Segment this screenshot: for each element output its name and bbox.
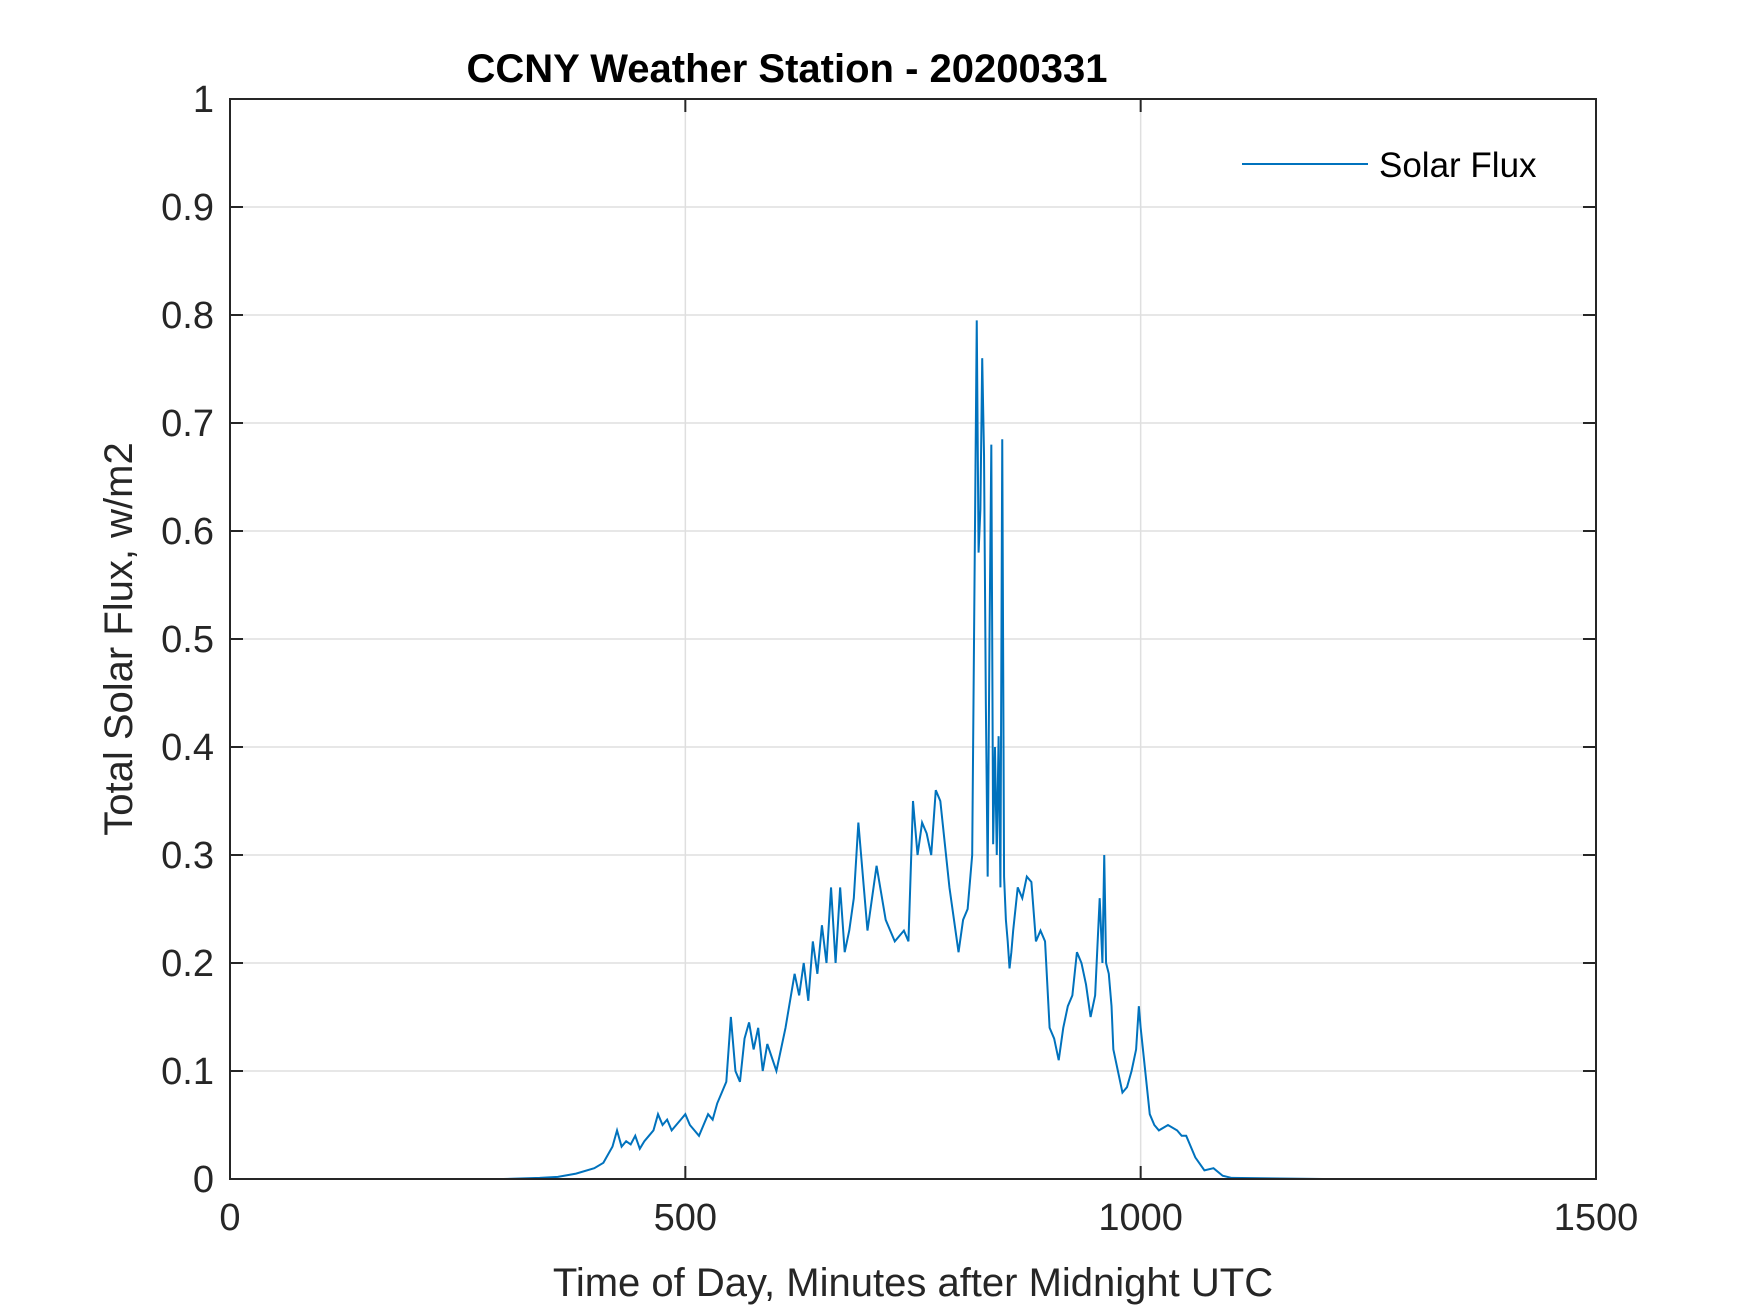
y-axis-label: Total Solar Flux, w/m2 — [97, 442, 141, 835]
y-tick-label: 0 — [193, 1159, 214, 1201]
x-tick-label: 500 — [654, 1197, 717, 1239]
y-tick-label: 0.9 — [161, 187, 214, 229]
x-tick-label: 1000 — [1098, 1197, 1183, 1239]
y-tick-label: 0.3 — [161, 835, 214, 877]
y-tick-label: 0.4 — [161, 727, 214, 769]
x-tick-labels: 0 500 1000 1500 — [219, 1197, 1638, 1239]
y-tick-label: 0.7 — [161, 403, 214, 445]
tick-marks — [229, 98, 1597, 1180]
legend-label-solar-flux: Solar Flux — [1379, 146, 1537, 185]
y-tick-label: 0.6 — [161, 511, 214, 553]
y-tick-label: 1 — [193, 79, 214, 121]
legend: Solar Flux — [1242, 146, 1537, 185]
y-tick-label: 0.2 — [161, 943, 214, 985]
y-tick-label: 0.1 — [161, 1051, 214, 1093]
series-line-solar-flux — [230, 320, 1542, 1180]
x-tick-label: 0 — [219, 1197, 240, 1239]
plot-area — [230, 320, 1542, 1180]
y-tick-labels: 0 0.1 0.2 0.3 0.4 0.5 0.6 0.7 0.8 0.9 1 — [161, 79, 214, 1201]
x-axis-label: Time of Day, Minutes after Midnight UTC — [553, 1261, 1273, 1305]
chart-title: CCNY Weather Station - 20200331 — [467, 47, 1108, 91]
y-tick-label: 0.8 — [161, 295, 214, 337]
x-tick-label: 1500 — [1554, 1197, 1639, 1239]
grid-lines — [230, 99, 1596, 1179]
y-tick-label: 0.5 — [161, 619, 214, 661]
